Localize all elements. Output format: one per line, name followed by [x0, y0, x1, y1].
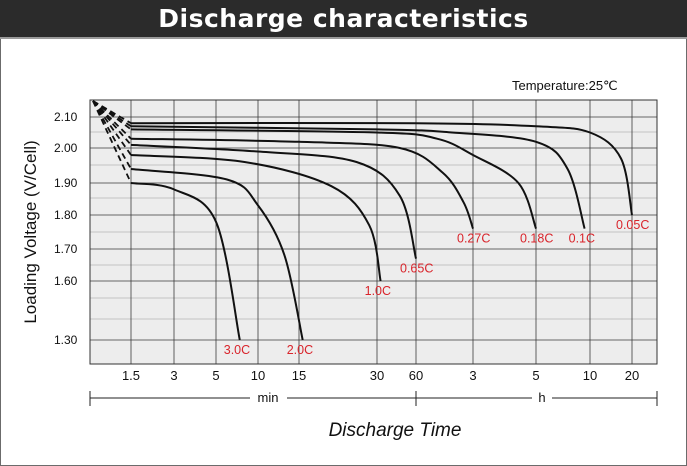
h-unit-label: h — [538, 390, 545, 405]
discharge-curve — [130, 125, 586, 229]
discharge-curve — [130, 182, 241, 341]
chart-title: Discharge characteristics — [158, 4, 529, 33]
curve-label: 0.18C — [520, 232, 553, 246]
temperature-note: Temperature:25℃ — [512, 78, 618, 93]
discharge-curve — [130, 128, 537, 229]
discharge-curve — [130, 137, 474, 229]
x-tick-label: 60 — [409, 368, 423, 383]
curve-label: 0.1C — [569, 232, 595, 246]
x-tick-label: 15 — [292, 368, 306, 383]
curve-label: 3.0C — [224, 343, 250, 357]
title-bar — [0, 0, 687, 39]
y-tick-label: 1.30 — [54, 333, 78, 347]
initial-dashed-segment — [92, 100, 132, 170]
x-tick-label: 20 — [625, 368, 639, 383]
discharge-curve — [130, 143, 417, 259]
curve-label: 0.65C — [400, 262, 433, 276]
y-tick-label: 2.10 — [54, 110, 78, 124]
initial-dashed-segment — [92, 100, 132, 156]
discharge-curve — [130, 168, 304, 341]
min-unit-label: min — [258, 390, 279, 405]
discharge-curve — [130, 121, 633, 216]
x-tick-label: 1.5 — [122, 368, 140, 383]
plot-border — [89, 99, 658, 365]
x-tick-label: 10 — [583, 368, 597, 383]
initial-dashed-segment — [92, 100, 132, 131]
initial-dashed-segment — [92, 100, 132, 128]
initial-dashed-segment — [92, 100, 132, 124]
x-tick-label: 5 — [212, 368, 219, 383]
y-tick-label: 1.90 — [54, 176, 78, 190]
y-tick-label: 2.00 — [54, 141, 78, 155]
initial-dashed-segment — [92, 100, 132, 140]
y-tick-label: 1.70 — [54, 242, 78, 256]
curve-label: 0.27C — [457, 232, 490, 246]
x-tick-label: 5 — [532, 368, 539, 383]
x-tick-label: 10 — [251, 368, 265, 383]
curve-label: 0.05C — [616, 218, 649, 232]
x-tick-label: 30 — [370, 368, 384, 383]
x-tick-label: 3 — [170, 368, 177, 383]
y-tick-label: 1.80 — [54, 208, 78, 222]
x-axis-label: Discharge Time — [329, 420, 462, 441]
curve-label: 1.0C — [365, 284, 391, 298]
y-axis-label: Loading Voltage (V/Cell) — [21, 140, 40, 323]
y-tick-label: 1.60 — [54, 274, 78, 288]
curve-label: 2.0C — [287, 343, 313, 357]
x-tick-label: 3 — [469, 368, 476, 383]
discharge-curve — [130, 154, 382, 282]
initial-dashed-segment — [92, 100, 132, 184]
